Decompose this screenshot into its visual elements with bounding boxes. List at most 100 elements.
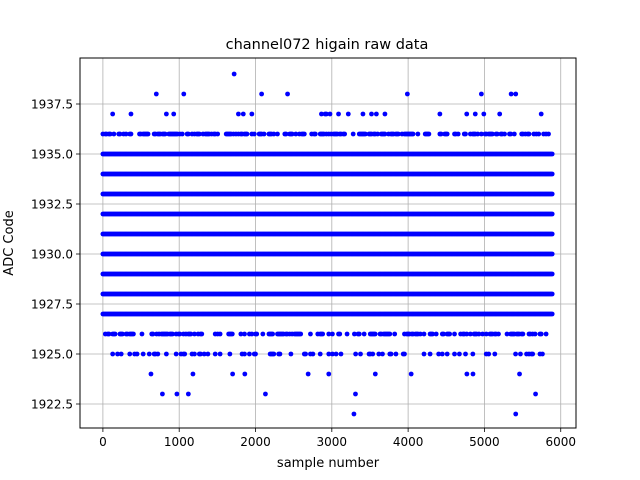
data-point bbox=[549, 211, 555, 217]
data-point bbox=[231, 71, 237, 77]
data-point bbox=[370, 351, 376, 357]
data-point bbox=[337, 331, 343, 337]
data-point bbox=[192, 331, 197, 337]
data-point bbox=[110, 111, 116, 117]
data-point bbox=[251, 131, 257, 137]
data-point bbox=[240, 111, 246, 117]
data-point bbox=[301, 131, 307, 137]
data-point bbox=[283, 131, 289, 137]
data-point bbox=[181, 91, 187, 97]
data-point bbox=[238, 331, 244, 337]
data-point bbox=[107, 131, 113, 137]
x-tick-label: 4000 bbox=[393, 435, 424, 449]
data-point bbox=[513, 411, 519, 417]
data-point bbox=[312, 131, 318, 137]
data-point bbox=[382, 111, 388, 117]
data-point bbox=[336, 111, 341, 117]
data-point bbox=[330, 351, 335, 357]
data-point bbox=[546, 131, 551, 137]
data-point bbox=[289, 131, 295, 137]
y-tick-label: 1927.5 bbox=[31, 298, 73, 312]
data-point bbox=[481, 111, 487, 117]
x-tick-label: 1000 bbox=[164, 435, 195, 449]
data-point bbox=[464, 111, 470, 117]
data-point bbox=[326, 371, 332, 377]
y-tick-label: 1925.0 bbox=[31, 348, 73, 362]
data-point bbox=[185, 391, 191, 397]
data-point bbox=[513, 91, 519, 97]
data-point bbox=[475, 131, 481, 137]
data-points bbox=[100, 71, 555, 417]
x-tick-label: 3000 bbox=[317, 435, 348, 449]
y-tick-label: 1935.0 bbox=[31, 148, 73, 162]
data-point bbox=[293, 131, 299, 137]
data-point bbox=[160, 391, 165, 397]
data-point bbox=[543, 331, 549, 337]
data-point bbox=[504, 331, 510, 337]
y-tick-label: 1930.0 bbox=[31, 248, 73, 262]
data-point bbox=[452, 331, 457, 337]
data-point bbox=[308, 331, 313, 337]
data-point bbox=[517, 371, 522, 377]
data-point bbox=[215, 131, 221, 137]
data-point bbox=[375, 131, 380, 137]
data-point bbox=[201, 351, 207, 357]
data-point bbox=[123, 131, 129, 137]
y-tick-label: 1922.5 bbox=[31, 398, 73, 412]
data-point bbox=[353, 391, 358, 397]
data-point bbox=[345, 111, 351, 117]
data-point bbox=[205, 351, 211, 357]
data-point bbox=[372, 331, 378, 337]
data-point bbox=[155, 351, 161, 357]
data-point bbox=[230, 371, 236, 377]
data-point bbox=[496, 331, 501, 337]
data-point bbox=[549, 171, 555, 177]
data-point bbox=[472, 111, 478, 117]
data-point bbox=[344, 331, 350, 337]
data-point bbox=[177, 331, 183, 337]
data-point bbox=[327, 111, 333, 117]
y-tick-label: 1932.5 bbox=[31, 198, 73, 212]
data-point bbox=[373, 111, 379, 117]
data-point bbox=[362, 131, 368, 137]
data-point bbox=[415, 131, 421, 137]
data-point bbox=[478, 91, 484, 97]
data-point bbox=[330, 331, 335, 337]
data-point bbox=[112, 331, 118, 337]
data-point bbox=[497, 111, 503, 117]
data-point bbox=[185, 131, 191, 137]
data-point bbox=[369, 111, 374, 117]
data-point bbox=[277, 351, 283, 357]
data-point bbox=[353, 351, 359, 357]
data-point bbox=[508, 131, 514, 137]
x-tick-label: 5000 bbox=[469, 435, 500, 449]
data-point bbox=[120, 331, 125, 337]
data-point bbox=[502, 131, 507, 137]
data-point bbox=[536, 131, 542, 137]
data-point bbox=[430, 331, 435, 337]
data-point bbox=[117, 131, 123, 137]
data-point bbox=[518, 351, 523, 357]
data-point bbox=[455, 131, 461, 137]
data-point bbox=[254, 331, 260, 337]
data-point bbox=[182, 351, 188, 357]
data-point bbox=[361, 331, 367, 337]
data-point bbox=[192, 351, 197, 357]
data-point bbox=[170, 331, 175, 337]
data-point bbox=[410, 131, 416, 137]
data-point bbox=[298, 331, 304, 337]
data-point bbox=[513, 351, 518, 357]
data-point bbox=[275, 131, 280, 137]
chart-title: channel072 higain raw data bbox=[226, 37, 429, 53]
data-point bbox=[127, 351, 133, 357]
data-point bbox=[476, 331, 482, 337]
data-point bbox=[150, 331, 156, 337]
x-axis-label: sample number bbox=[277, 456, 380, 471]
data-point bbox=[338, 351, 344, 357]
data-point bbox=[351, 411, 357, 417]
data-point bbox=[163, 111, 169, 117]
data-point bbox=[217, 351, 223, 357]
data-point bbox=[549, 251, 555, 257]
data-point bbox=[358, 351, 363, 357]
data-point bbox=[470, 371, 476, 377]
